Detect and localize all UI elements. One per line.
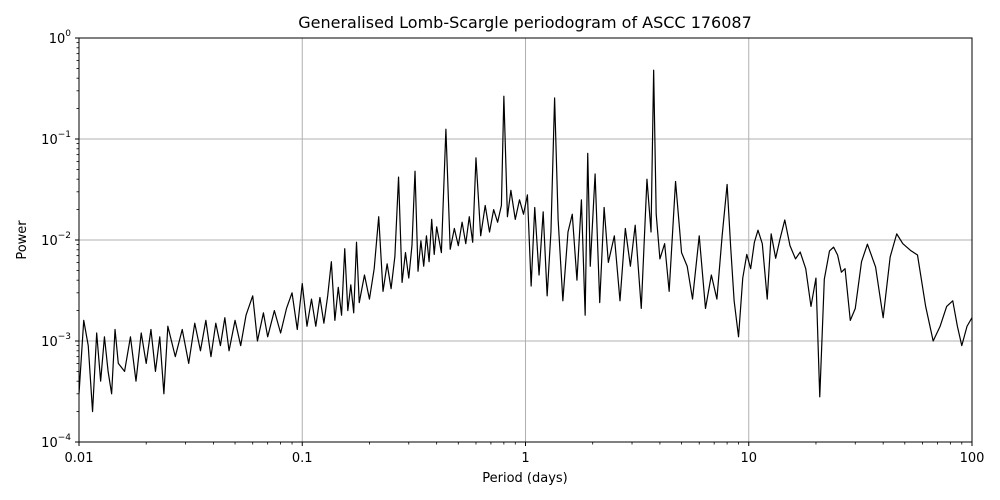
x-tick-label: 0.01	[65, 451, 94, 466]
x-tick-label: 1	[521, 451, 529, 466]
y-axis-label: Power	[15, 220, 30, 260]
data-layer	[79, 69, 972, 413]
y-tick-label: 10−4	[41, 433, 71, 451]
x-tick-label: 10	[740, 451, 757, 466]
y-tick-base: 10	[41, 133, 58, 148]
y-tick-label: 10−3	[41, 332, 71, 350]
y-tick-exponent: −2	[58, 231, 71, 241]
y-tick-label: 100	[49, 29, 72, 47]
y-tick-base: 10	[41, 335, 58, 350]
y-tick-base: 10	[41, 436, 58, 451]
y-tick-exponent: −3	[58, 332, 71, 342]
y-tick-base: 10	[49, 32, 66, 47]
x-tick-layer: 0.01 0.1 1 10 100	[65, 442, 985, 466]
x-tick-label: 0.1	[292, 451, 313, 466]
chart-title: Generalised Lomb-Scargle periodogram of …	[298, 13, 752, 32]
y-tick-label: 10−2	[41, 231, 71, 249]
y-tick-exponent: 0	[65, 29, 71, 39]
y-tick-exponent: −4	[58, 433, 72, 443]
x-tick-label: 100	[960, 451, 985, 466]
periodogram-series-line	[79, 69, 972, 413]
x-axis-label: Period (days)	[482, 471, 568, 486]
y-tick-base: 10	[41, 234, 58, 249]
y-tick-label: 10−1	[41, 130, 71, 148]
y-tick-exponent: −1	[58, 130, 71, 140]
